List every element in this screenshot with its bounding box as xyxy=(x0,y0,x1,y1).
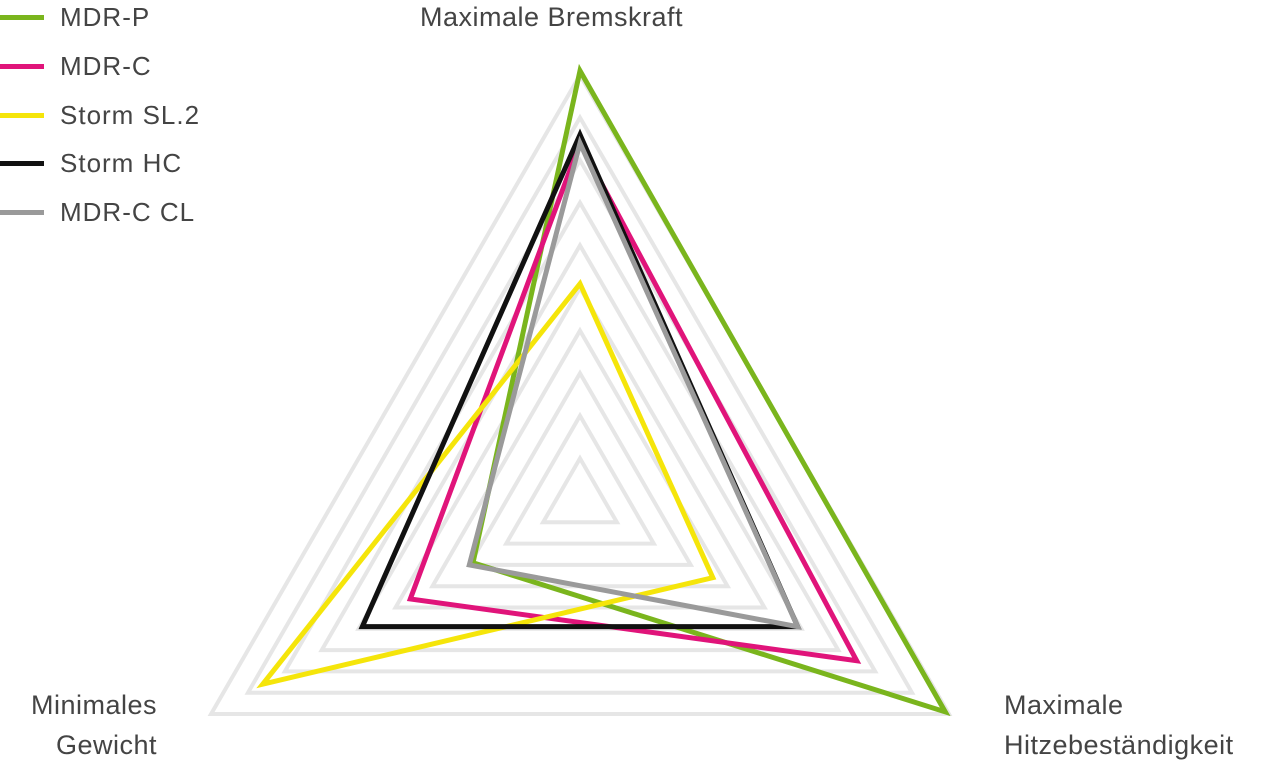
legend-label-mdr-c-cl: MDR-C CL xyxy=(60,197,196,227)
grid-ring xyxy=(318,198,842,653)
legend-label-mdr-c: MDR-C xyxy=(60,51,152,81)
legend-swatch-mdr-c-cl xyxy=(0,210,44,215)
series-mdr-c-cl xyxy=(466,135,802,631)
grid-ring xyxy=(465,369,695,567)
grid-ring xyxy=(207,70,953,716)
legend-label-storm-sl2: Storm SL.2 xyxy=(60,100,201,130)
radar-series xyxy=(256,63,951,717)
legend-swatch-storm-hc xyxy=(0,161,44,166)
axis-label-left-line1: Minimales xyxy=(30,690,157,720)
series-storm-sl-2 xyxy=(256,278,717,689)
radar-grid xyxy=(207,70,953,716)
legend-swatch-storm-sl2 xyxy=(0,113,44,118)
legend-swatch-mdr-p xyxy=(0,15,44,20)
grid-ring xyxy=(244,113,916,695)
series-mdr-c xyxy=(406,137,862,664)
series-mdr-p xyxy=(470,63,951,717)
legend-label-mdr-p: MDR-P xyxy=(60,2,151,32)
legend-label-storm-hc: Storm HC xyxy=(60,148,183,178)
axis-label-right-line1: Maximale xyxy=(1004,690,1124,720)
axis-label-top: Maximale Bremskraft xyxy=(420,2,684,32)
axis-label-right-line2: Hitzebeständigkeit xyxy=(1004,730,1234,760)
grid-ring xyxy=(539,454,621,525)
legend-swatch-mdr-c xyxy=(0,64,44,69)
axis-label-left-line2: Gewicht xyxy=(55,730,157,760)
grid-ring xyxy=(502,411,658,546)
